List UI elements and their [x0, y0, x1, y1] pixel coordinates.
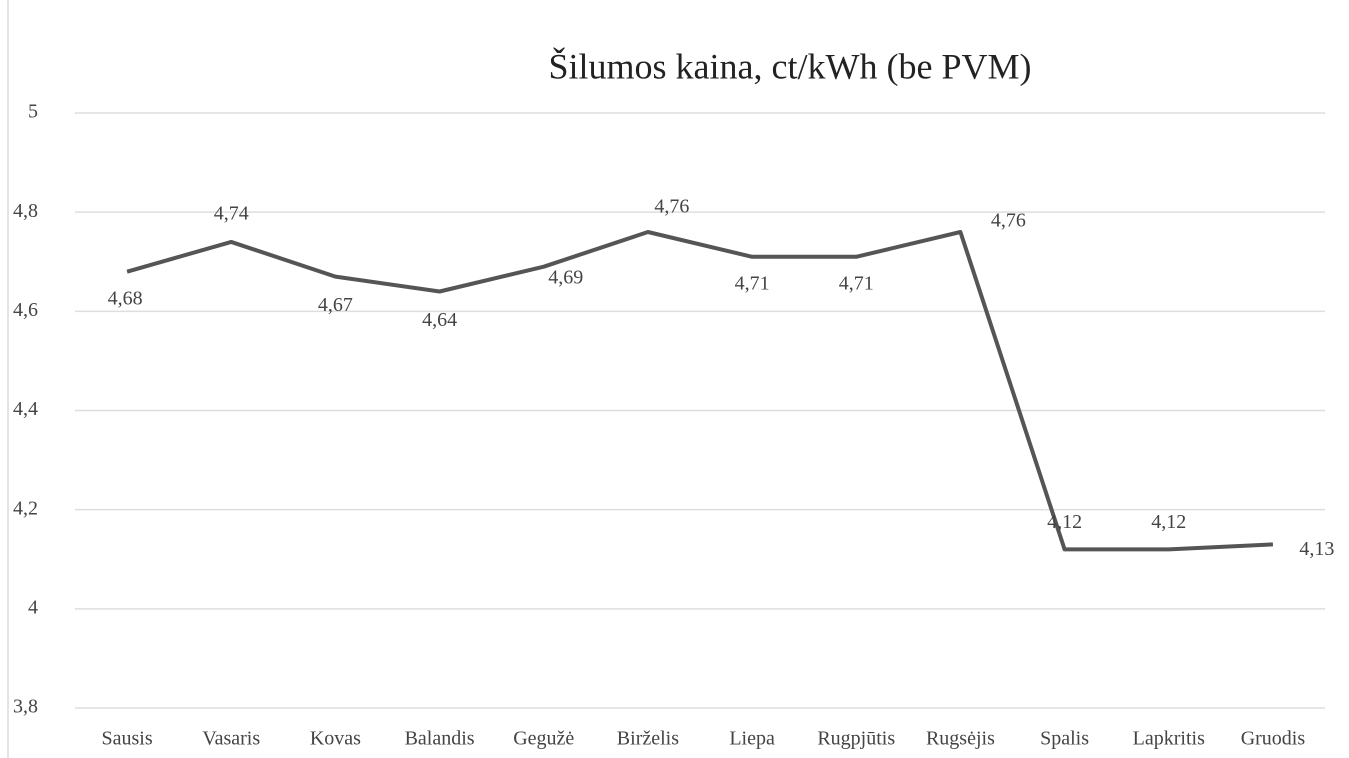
- y-tick-label: 5: [28, 101, 38, 123]
- data-label: 4,12: [1047, 511, 1082, 533]
- data-label: 4,68: [108, 287, 143, 309]
- x-tick-label: Vasaris: [202, 728, 260, 750]
- y-tick-label: 3,8: [13, 696, 38, 718]
- data-label: 4,76: [991, 210, 1026, 232]
- y-tick-label: 4,6: [13, 299, 38, 321]
- x-tick-label: Gegužė: [513, 728, 574, 750]
- x-tick-label: Birželis: [617, 728, 679, 750]
- data-label: 4,12: [1151, 511, 1186, 533]
- x-tick-label: Rugsėjis: [926, 728, 995, 750]
- chart-title: Šilumos kaina, ct/kWh (be PVM): [549, 46, 1032, 86]
- data-label: 4,67: [318, 294, 353, 316]
- x-tick-label: Sausis: [102, 728, 153, 750]
- y-tick-label: 4,2: [13, 497, 38, 519]
- data-label: 4,64: [422, 309, 457, 331]
- data-label: 4,13: [1299, 538, 1334, 560]
- y-tick-label: 4,4: [13, 398, 38, 420]
- x-tick-label: Spalis: [1040, 728, 1089, 750]
- data-label: 4,69: [548, 266, 583, 288]
- series-line: [126, 230, 1274, 552]
- x-tick-label: Gruodis: [1241, 728, 1306, 750]
- data-label: 4,74: [214, 203, 249, 225]
- y-tick-label: 4,8: [13, 200, 38, 222]
- data-label: 4,76: [654, 196, 689, 218]
- x-tick-label: Lapkritis: [1133, 728, 1205, 750]
- x-tick-label: Liepa: [729, 728, 775, 750]
- data-label: 4,71: [839, 272, 874, 294]
- x-tick-label: Kovas: [310, 728, 361, 750]
- data-label: 4,71: [735, 272, 770, 294]
- x-tick-label: Balandis: [405, 728, 475, 750]
- x-tick-label: Rugpjūtis: [817, 728, 895, 750]
- y-tick-label: 4: [28, 596, 38, 618]
